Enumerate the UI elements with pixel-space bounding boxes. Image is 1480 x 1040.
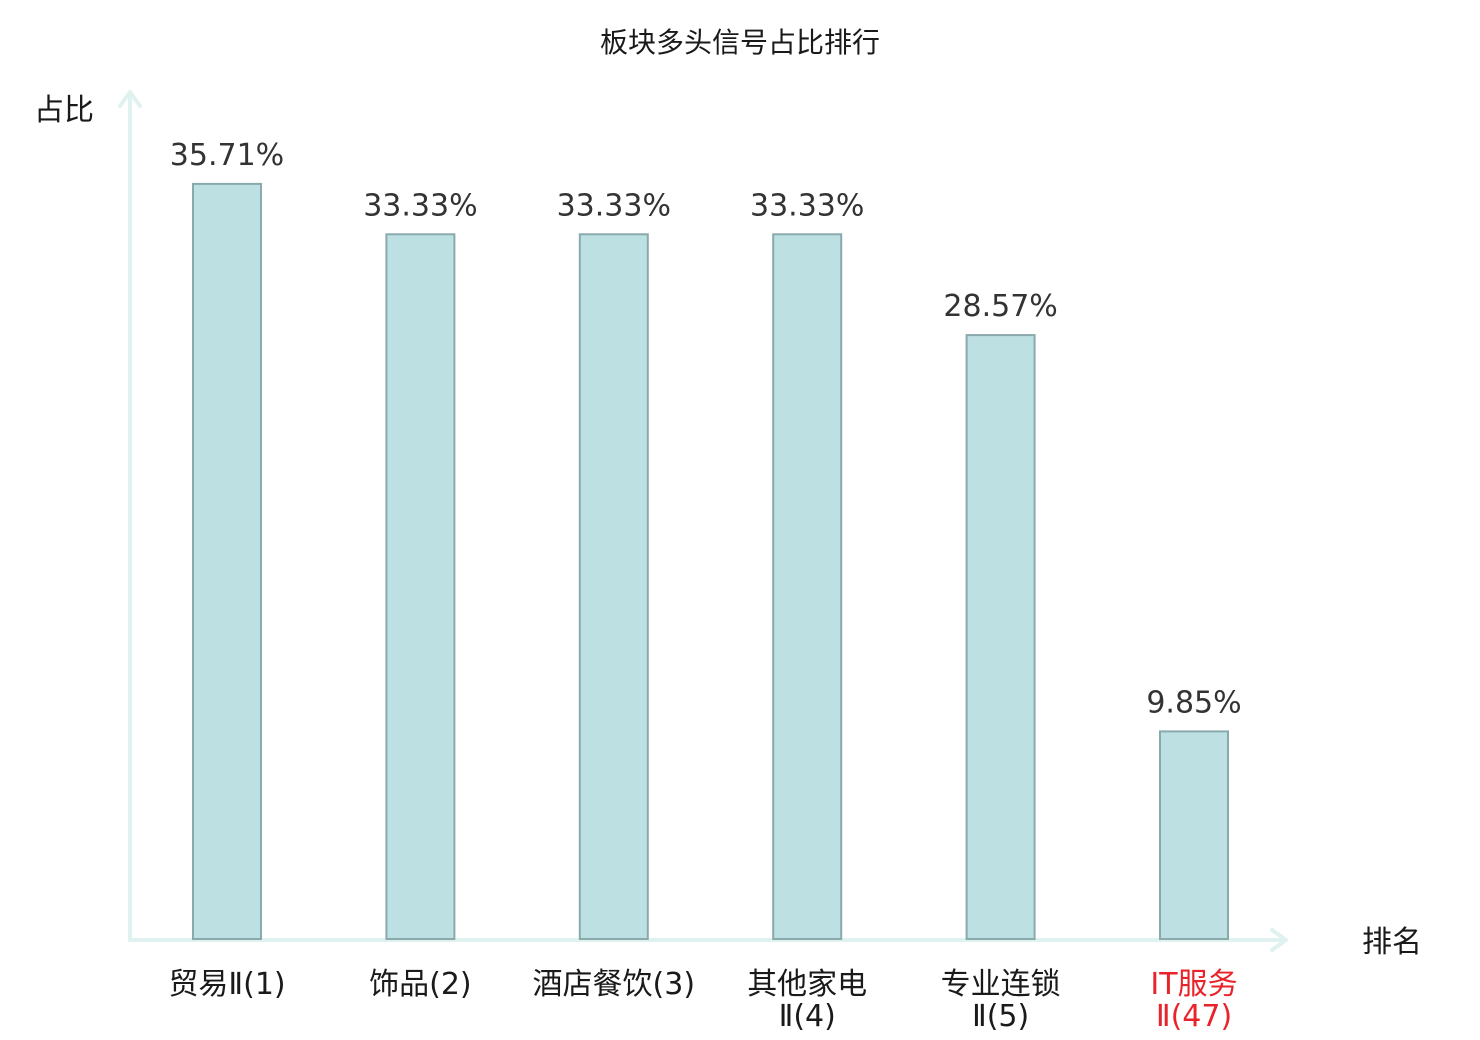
bars-group: [192, 182, 1229, 941]
category-label: 贸易Ⅱ(1): [168, 967, 285, 1002]
bar: [1159, 730, 1229, 941]
value-labels-group: 35.71% 33.33% 33.33% 33.33% 28.57% 9.85%: [170, 138, 1242, 721]
bar-value-label: 28.57%: [943, 289, 1057, 324]
x-axis-title: 排名: [1362, 925, 1422, 960]
bar: [192, 182, 262, 940]
bar-value-label: 35.71%: [170, 138, 284, 173]
category-label: Ⅱ(4): [779, 999, 836, 1034]
bar: [965, 334, 1036, 941]
category-label: Ⅱ(47): [1156, 999, 1232, 1034]
category-label: Ⅱ(5): [972, 999, 1029, 1034]
y-axis-arrow: [118, 90, 142, 108]
bar-value-label: 33.33%: [557, 188, 671, 223]
category-label: 饰品(2): [369, 967, 472, 1002]
chart-title: 板块多头信号占比排行: [600, 26, 880, 59]
axes: [118, 90, 1288, 952]
x-axis-arrow: [1270, 928, 1288, 952]
bar: [385, 233, 456, 941]
y-axis-title: 占比: [34, 93, 94, 128]
bar-value-label: 33.33%: [363, 188, 477, 223]
category-label: 专业连锁: [941, 967, 1061, 1002]
bar: [578, 233, 649, 941]
category-label: 其他家电: [747, 967, 867, 1002]
category-label: 酒店餐饮(3): [533, 967, 696, 1002]
bar-value-label: 33.33%: [750, 188, 864, 223]
bar-value-label: 9.85%: [1146, 685, 1241, 720]
category-label: IT服务: [1150, 967, 1237, 1002]
bar: [772, 233, 843, 941]
